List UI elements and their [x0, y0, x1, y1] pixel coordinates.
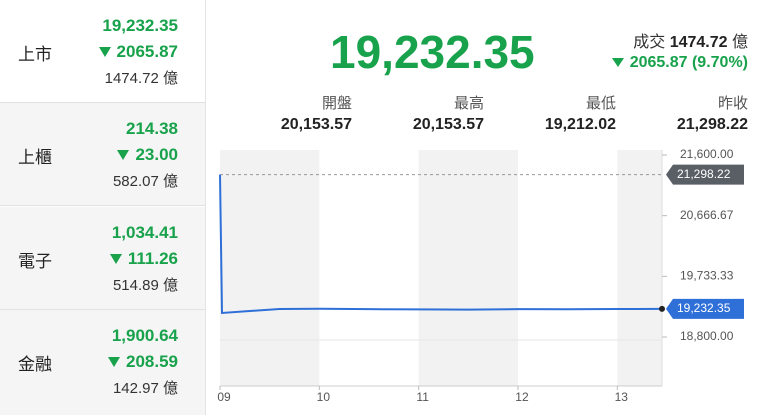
index-price: 1,034.41 [111, 223, 178, 242]
index-price: 1,900.64 [111, 326, 178, 345]
stat-value: 21,298.22 [676, 116, 748, 133]
band [418, 150, 518, 386]
index-change: 208.59 [108, 352, 178, 372]
index-row[interactable]: 金融 1,900.64 208.59 142.97 億 [0, 310, 205, 415]
y-tick-label: 18,800.00 [680, 329, 734, 343]
index-row[interactable]: 電子 1,034.41 111.26 514.89 億 [0, 207, 205, 310]
tag-box [666, 298, 744, 319]
x-tick-label: 11 [416, 390, 429, 404]
index-name: 上市 [18, 45, 52, 64]
index-change: 2065.87 [98, 42, 178, 62]
volume-label: 成交 [633, 34, 666, 51]
index-name: 上櫃 [18, 148, 52, 167]
stat: 最高 20,153.57 [354, 92, 484, 134]
tag-box [666, 164, 744, 185]
index-change: 111.26 [109, 249, 178, 269]
stat-value: 20,153.57 [412, 116, 484, 133]
index-row[interactable]: 上櫃 214.38 23.00 582.07 億 [0, 103, 205, 206]
x-tick-label: 10 [317, 390, 331, 404]
volume-value: 1474.72 [669, 34, 728, 51]
quote-change: 2065.87 (9.70%) [611, 54, 748, 72]
index-name: 金融 [18, 355, 52, 374]
index-list: 上市 19,232.35 2065.87 1474.72 億 上櫃 214.38 23.0… [0, 0, 206, 415]
price-tag: 19,232.35 [666, 298, 744, 319]
quote-volume: 成交 1474.72 億 [633, 28, 748, 52]
last-dot [659, 305, 665, 312]
stat-value: 20,153.57 [280, 116, 352, 133]
index-name: 電子 [18, 252, 52, 271]
index-price: 214.38 [126, 119, 178, 138]
change-value: 111.26 [127, 249, 178, 268]
stat-label: 開盤 [321, 95, 352, 112]
band [220, 150, 320, 386]
index-volume: 514.89 億 [112, 277, 178, 294]
index-row[interactable]: 上市 19,232.35 2065.87 1474.72 億 [0, 0, 205, 103]
quote-price: 19,232.35 [330, 26, 535, 78]
index-price: 19,232.35 [102, 16, 178, 35]
chart: 21,600.00 20,666.67 19,733.33 18,800.00 09 10… [217, 147, 744, 404]
change-value: 2065.87 [116, 42, 178, 61]
volume-unit: 億 [731, 34, 748, 51]
x-tick-label: 09 [217, 390, 231, 404]
stat-label: 最高 [453, 95, 484, 112]
price-line [219, 174, 663, 315]
stat: 開盤 20,153.57 [222, 92, 352, 134]
change-value: 23.00 [135, 145, 178, 164]
change-value: 2065.87 (9.70%) [629, 54, 748, 71]
index-volume: 1474.72 億 [104, 70, 178, 87]
index-volume: 142.97 億 [112, 380, 178, 397]
stat-value: 19,212.02 [544, 116, 616, 133]
price-tag: 21,298.22 [666, 164, 744, 185]
stat: 最低 19,212.02 [486, 92, 616, 134]
tag-label: 19,232.35 [677, 301, 731, 315]
tag-label: 21,298.22 [677, 167, 731, 181]
index-volume: 582.07 億 [112, 173, 178, 190]
x-tick-label: 13 [615, 390, 629, 404]
change-value: 208.59 [126, 352, 178, 371]
x-tick-label: 12 [515, 390, 529, 404]
y-tick-label: 20,666.67 [680, 208, 734, 222]
y-tick-label: 21,600.00 [680, 147, 734, 161]
index-change: 23.00 [117, 145, 178, 165]
stat-label: 昨收 [717, 95, 748, 112]
band [617, 150, 662, 386]
stat-label: 最低 [585, 95, 616, 112]
y-tick-label: 19,733.33 [680, 269, 734, 283]
stat: 昨收 21,298.22 [618, 92, 748, 134]
